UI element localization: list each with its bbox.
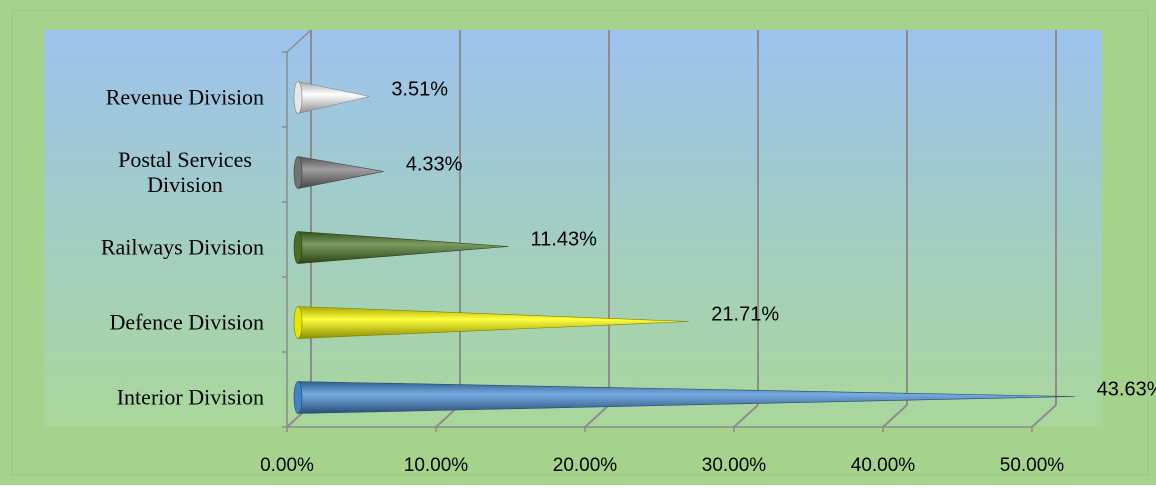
y-tick-label: Revenue Division [106,85,264,110]
gridline-depth [882,404,908,428]
bar-base [293,381,303,414]
data-label: 21.71% [711,304,779,326]
bar-group [293,156,384,189]
plot-area-background [44,30,1102,427]
bar-group [293,231,509,264]
gridline-depth [1031,404,1057,428]
data-label: 4.33% [406,154,463,176]
x-tick-label: 30.00% [702,455,767,476]
gridline-depth [733,404,759,428]
y-axis-depth [286,29,312,53]
x-tick-label: 20.00% [553,455,618,476]
x-tick-label: 50.00% [1000,455,1065,476]
y-tick-label: Interior Division [117,385,264,410]
bar-base [293,231,303,264]
data-label: 11.43% [531,229,598,251]
x-tick-label: 40.00% [851,455,916,476]
data-label: 3.51% [391,79,448,101]
bar-base [293,306,303,339]
gridline-depth [584,404,610,428]
bar-group [293,306,690,339]
bar-group [293,381,1075,414]
data-label: 43.63% [1097,379,1156,401]
y-tick-label: Postal Services [118,147,252,172]
x-tick-label: 10.00% [404,455,469,476]
bar-group [293,81,370,114]
y-tick-label: Defence Division [109,310,264,335]
bar-base [293,156,303,189]
y-tick-label: Railways Division [101,235,264,260]
y-tick-label: Division [147,172,223,197]
bar-base [293,81,303,114]
x-tick-label: 0.00% [260,455,314,476]
